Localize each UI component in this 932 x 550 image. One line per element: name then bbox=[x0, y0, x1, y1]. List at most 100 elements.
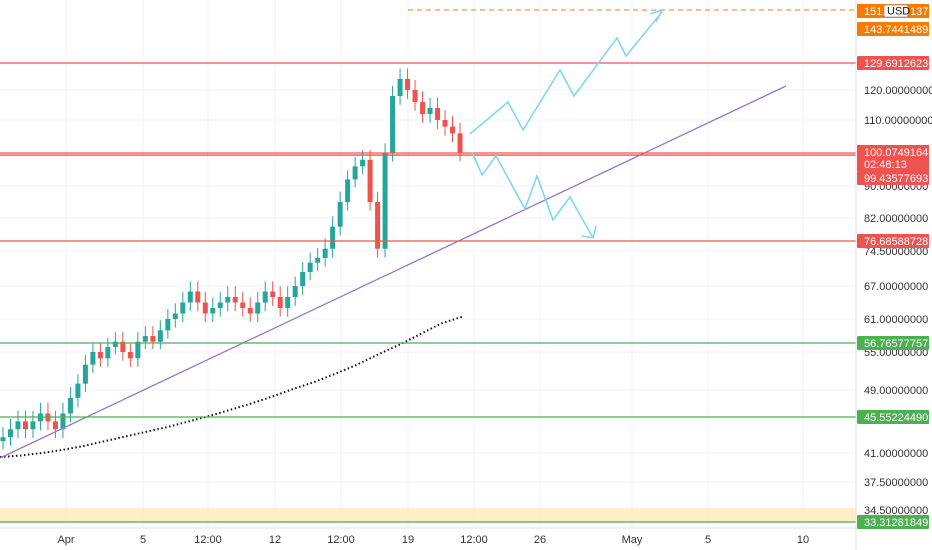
projection-up-arrowhead bbox=[649, 8, 664, 23]
grid bbox=[0, 0, 856, 528]
candle-body bbox=[442, 120, 448, 127]
level-badge-green-text: 33.31281849 bbox=[864, 517, 928, 529]
candle-body bbox=[277, 297, 283, 308]
candle-body bbox=[202, 302, 208, 314]
candle-body bbox=[67, 397, 73, 414]
candle-body bbox=[75, 383, 81, 398]
level-badge-red bbox=[857, 56, 929, 70]
candle-body bbox=[322, 248, 328, 258]
price-tick-label: 61.00000000 bbox=[864, 314, 928, 326]
price-axis: 120.00000000110.0000000090.0000000082.00… bbox=[855, 0, 932, 550]
candle-body bbox=[15, 421, 21, 430]
candle-body bbox=[352, 166, 358, 180]
candle-body bbox=[420, 102, 426, 114]
candle-body bbox=[157, 330, 163, 342]
time-tick-label: 12:00 bbox=[194, 534, 222, 546]
candle-body bbox=[82, 364, 88, 384]
time-tick-label: May bbox=[622, 534, 643, 546]
candle-body bbox=[300, 272, 306, 286]
candle-body bbox=[262, 291, 268, 303]
price-tick-label: 49.00000000 bbox=[864, 385, 928, 397]
level-badge-green bbox=[857, 410, 929, 424]
price-tick-label: 110.00000000 bbox=[864, 115, 932, 127]
candle-body bbox=[120, 341, 126, 352]
candle-body bbox=[412, 90, 418, 102]
price-tick-label: 41.00000000 bbox=[864, 448, 928, 460]
projection-down-path bbox=[471, 151, 594, 239]
candle-body bbox=[390, 96, 396, 154]
candle-body bbox=[172, 313, 178, 319]
level-badge-orange-text: 143.74414895 bbox=[864, 24, 932, 36]
horizontal-levels bbox=[0, 9, 856, 523]
candle-body bbox=[135, 341, 141, 359]
candle-body bbox=[142, 336, 148, 342]
time-tick-label: 12:00 bbox=[327, 534, 355, 546]
current-price-badge bbox=[857, 145, 929, 171]
candle-body bbox=[345, 179, 351, 202]
price-tick-label: 67.00000000 bbox=[864, 281, 928, 293]
time-tick-label: Apr bbox=[57, 534, 74, 546]
level-badge-red-text: 99.43577693 bbox=[864, 173, 928, 185]
candle-body bbox=[150, 336, 156, 342]
candle-body bbox=[217, 302, 223, 308]
price-tick-label: 120.00000000 bbox=[864, 85, 932, 97]
candle-body bbox=[60, 413, 66, 430]
time-tick-label: 5 bbox=[140, 534, 146, 546]
candle-body bbox=[195, 291, 201, 303]
candle-body bbox=[30, 421, 36, 430]
candle-body bbox=[52, 421, 58, 430]
projection-down-arrowhead bbox=[581, 225, 597, 239]
candle-body bbox=[360, 159, 366, 167]
trend-line[interactable] bbox=[0, 85, 787, 459]
candle-body bbox=[0, 437, 6, 442]
candle-body bbox=[210, 308, 216, 314]
ma-curve bbox=[0, 315, 463, 459]
candle-body bbox=[375, 202, 381, 249]
candle-body bbox=[405, 78, 411, 90]
candle-body bbox=[285, 297, 291, 308]
current-price-text: 100.07491646 bbox=[864, 147, 932, 159]
candle-body bbox=[457, 133, 463, 154]
time-tick-label: 12 bbox=[269, 534, 281, 546]
time-tick-label: 26 bbox=[534, 534, 546, 546]
price-tick-label: 37.50000000 bbox=[864, 477, 928, 489]
candle-body bbox=[315, 258, 321, 263]
target-price-suffix: 137 bbox=[910, 6, 928, 18]
candle-body bbox=[105, 346, 111, 359]
level-badge-red bbox=[857, 234, 929, 248]
currency-chip[interactable] bbox=[883, 4, 909, 18]
candle-body bbox=[397, 78, 403, 96]
level-badge-green bbox=[857, 336, 929, 350]
currency-chip-text: USD bbox=[887, 6, 910, 18]
candle-body bbox=[112, 341, 118, 347]
level-badge-red bbox=[857, 171, 929, 185]
candle-body bbox=[330, 226, 336, 249]
candle-body bbox=[337, 202, 343, 227]
candle-body bbox=[97, 352, 103, 359]
candle-body bbox=[255, 302, 261, 314]
time-tick-label: 19 bbox=[402, 534, 414, 546]
level-badge-red-text: 76.68588728 bbox=[864, 236, 928, 248]
time-axis: Apr 5 12:00 12 12:00 19 12:00 26 May 5 10 bbox=[0, 527, 856, 546]
candle-body bbox=[7, 429, 13, 438]
candle-body bbox=[382, 153, 388, 249]
countdown-text: 02:48:13 bbox=[864, 159, 907, 171]
candle-body bbox=[247, 308, 253, 314]
candle-body bbox=[367, 159, 373, 202]
candle-body bbox=[180, 302, 186, 314]
level-badge-red-text: 129.69126236 bbox=[864, 58, 932, 70]
candle-body bbox=[270, 291, 276, 297]
candle-body bbox=[450, 126, 456, 134]
target-price-badge-text: 151. bbox=[864, 6, 885, 18]
candle-body bbox=[225, 297, 231, 303]
candle-body bbox=[427, 108, 433, 114]
level-badge-green bbox=[857, 515, 929, 529]
time-tick-label: 12:00 bbox=[460, 534, 488, 546]
price-tick-label: 34.50000000 bbox=[864, 505, 928, 517]
price-tick-label: 82.00000000 bbox=[864, 213, 928, 225]
candle-body bbox=[292, 286, 298, 297]
price-badges: 151. USD 137 143.74414895 129.69126236 100.07… bbox=[857, 4, 932, 529]
candle-body bbox=[435, 108, 441, 120]
candle-body bbox=[307, 262, 313, 272]
